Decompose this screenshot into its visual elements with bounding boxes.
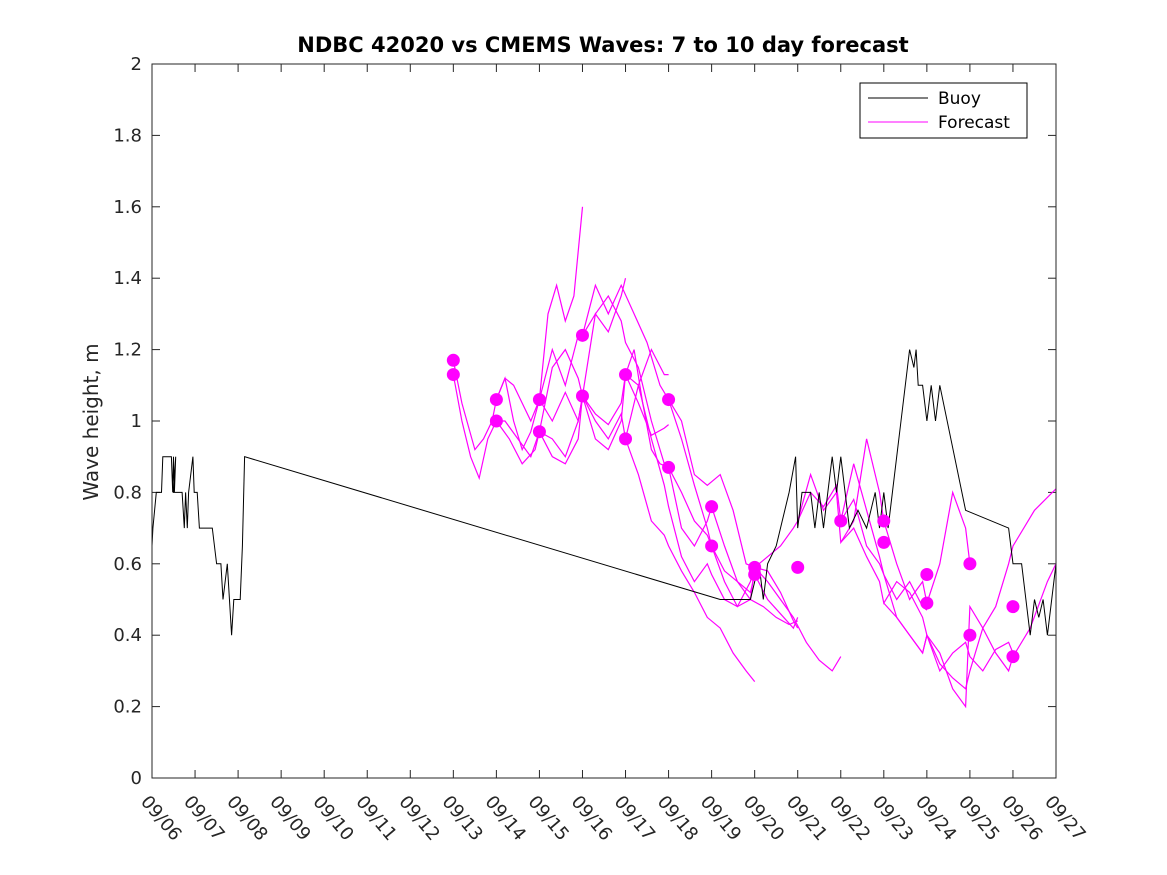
y-tick-label: 1.4: [113, 268, 142, 289]
forecast-marker: [963, 557, 977, 571]
forecast-marker: [1006, 600, 1020, 614]
plot-series-clip: [152, 206, 1056, 709]
y-tick-label: 1.8: [113, 125, 142, 146]
y-tick-label: 2: [131, 54, 142, 75]
forecast-line: [668, 399, 842, 672]
legend-box: [859, 82, 1028, 139]
forecast-marker: [575, 328, 589, 342]
y-tick-label: 0.6: [113, 554, 142, 575]
forecast-marker: [489, 414, 503, 428]
forecast-marker: [834, 514, 848, 528]
forecast-line: [883, 563, 1056, 709]
y-tick-label: 0: [131, 768, 142, 789]
forecast-marker: [920, 568, 934, 582]
plot-area-frame: [151, 63, 1057, 779]
forecast-line: [452, 206, 584, 451]
forecast-marker: [575, 389, 589, 403]
forecast-marker: [446, 368, 460, 382]
buoy-line: [152, 349, 1056, 636]
forecast-line: [624, 385, 799, 629]
y-tick-label: 0.8: [113, 482, 142, 503]
forecast-line: [538, 393, 756, 682]
forecast-line: [840, 488, 1056, 690]
legend: Buoy Forecast: [859, 82, 1028, 139]
y-tick-label: 1.6: [113, 197, 142, 218]
forecast-marker: [877, 535, 891, 549]
forecast-line: [452, 278, 627, 481]
forecast-marker: [532, 425, 546, 439]
legend-forecast-label: Forecast: [938, 113, 1010, 133]
forecast-marker: [446, 353, 460, 367]
forecast-marker: [920, 596, 934, 610]
forecast-marker: [705, 539, 719, 553]
forecast-marker: [748, 568, 762, 582]
chart-title: NDBC 42020 vs CMEMS Waves: 7 to 10 day f…: [297, 33, 908, 57]
forecast-marker: [705, 500, 719, 514]
forecast-marker: [619, 368, 633, 382]
forecast-marker: [1006, 650, 1020, 664]
y-tick-label: 1.2: [113, 340, 142, 361]
y-tick-label: 0.2: [113, 697, 142, 718]
forecast-marker: [963, 628, 977, 642]
legend-buoy-label: Buoy: [938, 89, 981, 109]
y-tick-label: 0.4: [113, 625, 142, 646]
forecast-line: [581, 294, 798, 626]
forecast-marker: [619, 432, 633, 446]
forecast-marker: [662, 393, 676, 407]
forecast-marker: [877, 514, 891, 528]
series-group: [152, 206, 1056, 709]
y-tick-label: 1: [131, 411, 142, 432]
y-axis-label: Wave height, m: [79, 343, 103, 500]
forecast-marker: [489, 393, 503, 407]
forecast-marker: [532, 393, 546, 407]
forecast-marker: [662, 460, 676, 474]
forecast-marker: [791, 560, 805, 574]
